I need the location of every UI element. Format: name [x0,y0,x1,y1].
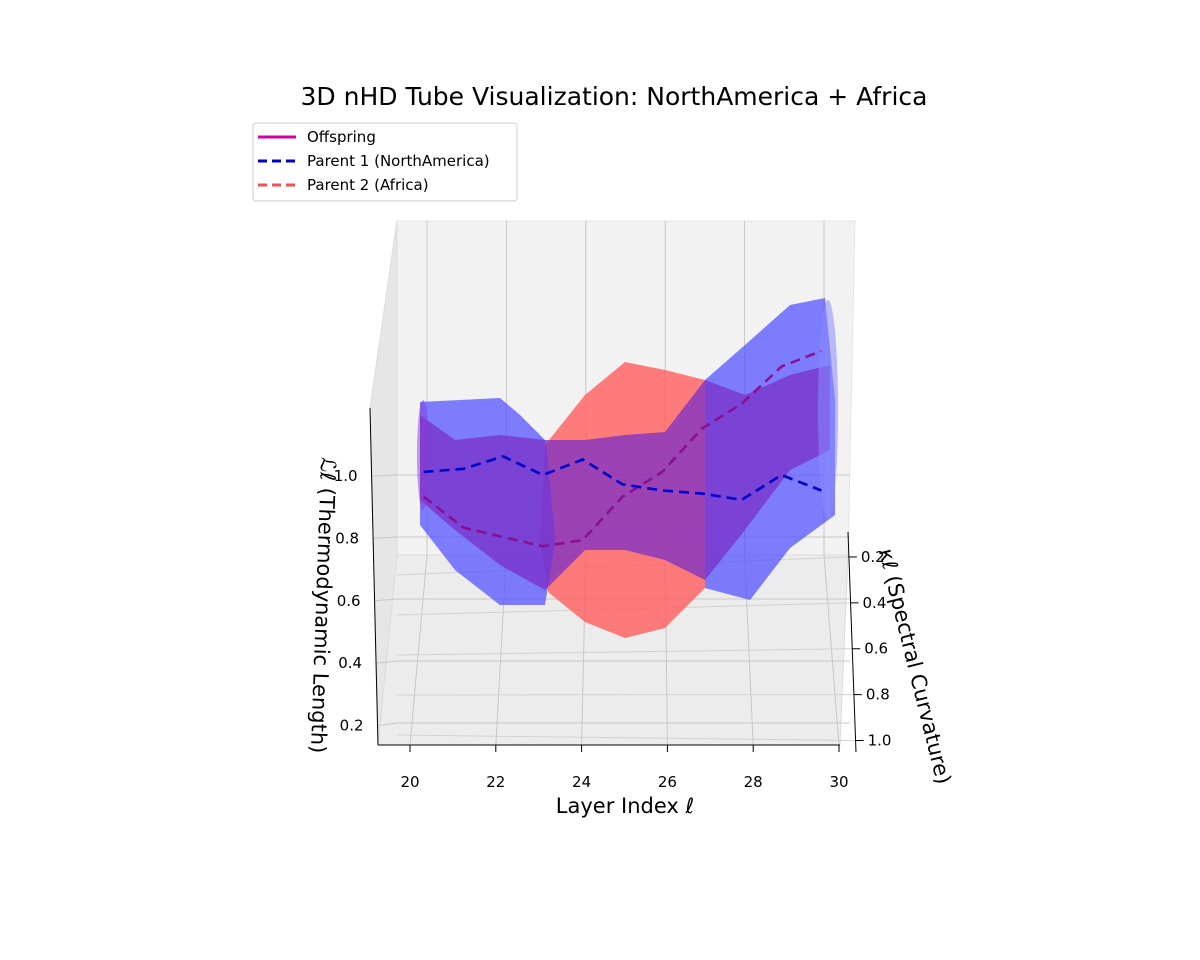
y-tick-label: 0.2 [861,548,885,566]
grid-line-z-side [374,598,398,602]
grid-line-y-floor [396,734,856,742]
x-tick-label: 20 [400,773,419,791]
legend-box [252,122,518,202]
z-tick-label: 1.0 [334,467,358,485]
x-tick-label: 26 [658,773,677,791]
grid-line-y-floor [396,648,853,656]
tick-marks: 20 22 24 26 28 30 0.2 0.4 0.6 0.8 1.0 0.2 0.4 0.6 0.8 1… [334,467,892,791]
grid-line-x-floor [823,554,840,746]
y-tick-label: 0.8 [866,686,890,704]
offspring-tube-surface [420,365,830,590]
z-tick-label: 0.8 [335,529,359,547]
y-axis-label: κℓ (Spectral Curvature) [874,546,956,787]
z-axis-label: ℒℓ (Thermodynamic Length) [306,457,340,754]
y-tick-label: 0.6 [864,640,888,658]
grid-line-z-side [376,660,398,664]
z-axis-line [369,407,379,746]
grid-line-x-floor [409,554,428,746]
tube-endcap-right [818,300,838,520]
x-tick-label: 28 [744,773,763,791]
grid-line-z-side [371,474,398,477]
grid-line-z-side [377,722,398,727]
grid-line-z-side [373,536,398,539]
z-tick-label: 0.4 [338,654,362,672]
series-line-1 [423,455,822,502]
x-tick-label: 24 [572,773,591,791]
y-tick-label: 1.0 [868,732,892,750]
chart-title: 3D nHD Tube Visualization: NorthAmerica … [301,82,928,111]
y-axis-line [847,531,857,753]
x-tick-label: 30 [829,773,848,791]
legend-label-parent1: Parent 1 (NorthAmerica) [307,152,490,170]
series-lines [422,349,822,548]
legend-label-parent2: Parent 2 (Africa) [307,176,429,194]
x-tick-label: 22 [486,773,505,791]
z-tick-label: 0.6 [337,592,361,610]
legend: Offspring Parent 1 (NorthAmerica) Parent… [252,122,518,202]
x-axis-label: Layer Index ℓ [556,794,694,818]
series-line-0 [422,349,822,548]
legend-label-offspring: Offspring [307,128,376,146]
y-tick-label: 0.4 [863,594,887,612]
tube-endcap-left [417,400,429,510]
z-tick-label: 0.2 [340,717,364,735]
